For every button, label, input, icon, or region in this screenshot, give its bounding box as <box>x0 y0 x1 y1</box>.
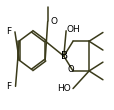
Text: F: F <box>6 82 11 91</box>
Text: B: B <box>60 51 67 61</box>
Text: F: F <box>6 27 11 36</box>
Text: O: O <box>50 17 57 26</box>
Text: O: O <box>67 65 74 74</box>
Text: HO: HO <box>56 84 70 93</box>
Text: OH: OH <box>66 25 80 34</box>
